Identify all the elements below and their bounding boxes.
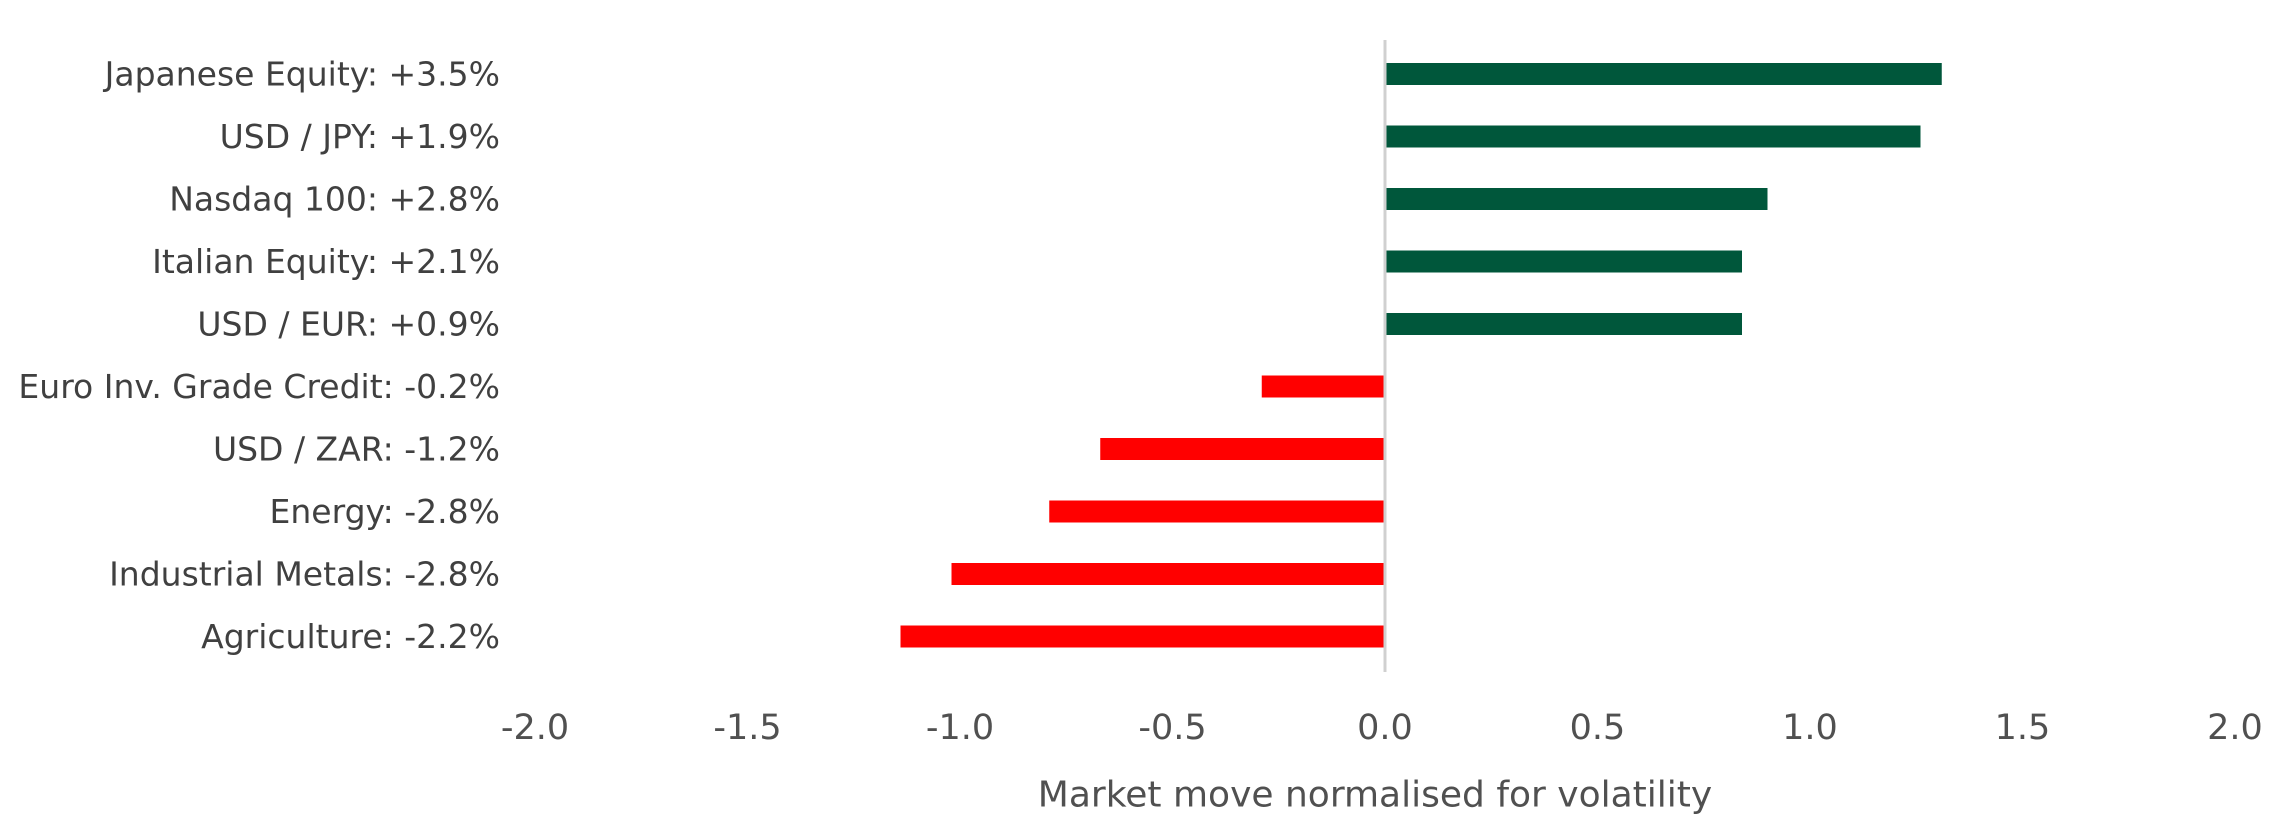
bar-2 [1385, 188, 1768, 210]
bar-5 [1261, 375, 1385, 398]
x-tick-label: 0.5 [1570, 708, 1626, 748]
x-tick-label: -2.0 [501, 708, 569, 748]
x-tick-label: 0.0 [1357, 708, 1413, 748]
category-label: Energy: -2.8% [270, 492, 500, 531]
x-tick-label: -1.5 [713, 708, 781, 748]
x-tick-label: 1.0 [1782, 708, 1838, 748]
category-label: Agriculture: -2.2% [201, 617, 500, 656]
category-label: USD / ZAR: -1.2% [213, 430, 500, 469]
x-tick-label: -0.5 [1138, 708, 1206, 748]
x-tick-label: -1.0 [926, 708, 994, 748]
bar-7 [1049, 500, 1385, 523]
x-tick-labels: -2.0 -1.5 -1.0 -0.5 0.0 0.5 1.0 1.5 2.0 [501, 708, 2263, 748]
category-label: USD / JPY: +1.9% [220, 117, 500, 156]
category-label: Euro Inv. Grade Credit: -0.2% [18, 367, 500, 406]
category-label: Italian Equity: +2.1% [152, 242, 500, 281]
category-label: USD / EUR: +0.9% [197, 305, 500, 344]
x-axis-title: Market move normalised for volatility [1038, 775, 1712, 816]
x-tick-label: 2.0 [2207, 708, 2263, 748]
bar-1 [1385, 125, 1921, 148]
bar-9 [900, 625, 1385, 648]
bar-6 [1100, 438, 1385, 460]
bar-4 [1385, 313, 1742, 335]
bar-8 [951, 563, 1385, 585]
category-label: Industrial Metals: -2.8% [109, 555, 500, 594]
category-labels: Japanese Equity: +3.5% USD / JPY: +1.9% Na… [18, 55, 500, 657]
bars-layer [900, 63, 1942, 648]
category-label: Nasdaq 100: +2.8% [169, 180, 500, 219]
bar-3 [1385, 250, 1742, 273]
x-tick-label: 1.5 [1995, 708, 2051, 748]
bar-0 [1385, 63, 1942, 85]
category-label: Japanese Equity: +3.5% [103, 55, 500, 94]
